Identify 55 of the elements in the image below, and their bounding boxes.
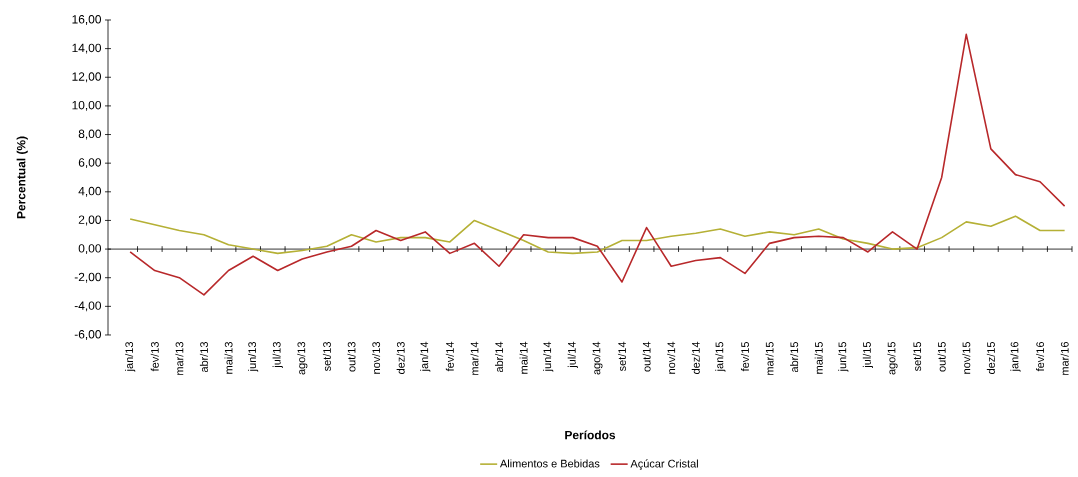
y-tick-label: -4,00 bbox=[74, 301, 102, 312]
x-tick-label: mar/14 bbox=[470, 341, 479, 375]
x-tick-label: abr/14 bbox=[495, 341, 504, 373]
x-tick-label: out/14 bbox=[642, 341, 651, 372]
x-tick-label: abr/13 bbox=[199, 342, 208, 373]
x-tick-label: jan/16 bbox=[1010, 342, 1021, 372]
x-tick-label: mai/14 bbox=[519, 341, 528, 374]
x-tick-label: nov/13 bbox=[372, 342, 381, 374]
y-tick-label: 16,00 bbox=[72, 15, 102, 25]
x-tick-label: dez/14 bbox=[691, 341, 700, 374]
x-tick-label: jan/13 bbox=[125, 342, 136, 372]
y-tick-label: 12,00 bbox=[72, 72, 102, 83]
x-tick-label: set/14 bbox=[617, 341, 627, 372]
x-tick-label: mai/15 bbox=[814, 341, 823, 374]
x-tick-label: ago/13 bbox=[297, 342, 308, 375]
x-tick-label: jul/13 bbox=[272, 342, 283, 368]
y-tick-label: 4,00 bbox=[78, 186, 102, 197]
y-tick-label: 2,00 bbox=[78, 215, 102, 226]
legend-label: Açúcar Cristal bbox=[630, 459, 698, 470]
y-tick-label: 10,00 bbox=[72, 100, 102, 111]
x-tick-label: fev/15 bbox=[740, 341, 749, 372]
x-tick-label: fev/16 bbox=[1036, 341, 1045, 372]
x-tick-label: mai/13 bbox=[224, 342, 233, 374]
y-tick-label: 8,00 bbox=[78, 129, 102, 140]
x-tick-label: fev/14 bbox=[445, 341, 454, 372]
x-tick-label: jul/15 bbox=[862, 341, 873, 368]
legend-label: Alimentos e Bebidas bbox=[499, 459, 600, 468]
x-tick-label: jun/15 bbox=[838, 341, 849, 372]
x-tick-label: jun/14 bbox=[543, 341, 554, 372]
x-tick-label: nov/14 bbox=[667, 341, 676, 374]
x-tick-label: nov/15 bbox=[962, 341, 971, 374]
x-tick-label: ago/14 bbox=[592, 341, 603, 375]
x-axis-title: Períodos bbox=[565, 430, 616, 440]
x-tick-label: fev/13 bbox=[150, 341, 159, 372]
x-tick-label: out/13 bbox=[347, 341, 356, 372]
y-tick-label: -2,00 bbox=[74, 272, 102, 283]
y-axis-title: Percentual (%) bbox=[16, 136, 28, 219]
y-tick-label: 0,00 bbox=[78, 244, 102, 255]
x-tick-label: jun/13 bbox=[248, 342, 259, 372]
x-tick-label: set/13 bbox=[322, 341, 331, 372]
x-tick-label: mar/16 bbox=[1060, 341, 1069, 375]
y-tick-label: 6,00 bbox=[78, 158, 102, 169]
x-tick-label: jul/14 bbox=[567, 341, 578, 368]
y-tick-label: 14,00 bbox=[72, 43, 102, 54]
y-tick-label: -6,00 bbox=[74, 330, 102, 340]
x-tick-label: jan/15 bbox=[715, 341, 726, 372]
x-tick-label: dez/13 bbox=[396, 342, 405, 374]
x-tick-label: abr/15 bbox=[790, 341, 799, 373]
x-tick-label: ago/15 bbox=[887, 341, 898, 375]
x-tick-label: jan/14 bbox=[420, 341, 431, 372]
x-tick-label: set/15 bbox=[913, 341, 922, 372]
x-tick-label: dez/15 bbox=[986, 341, 995, 374]
x-tick-label: mar/15 bbox=[765, 341, 774, 375]
x-tick-label: out/15 bbox=[937, 341, 946, 372]
x-tick-label: mar/13 bbox=[175, 341, 184, 375]
